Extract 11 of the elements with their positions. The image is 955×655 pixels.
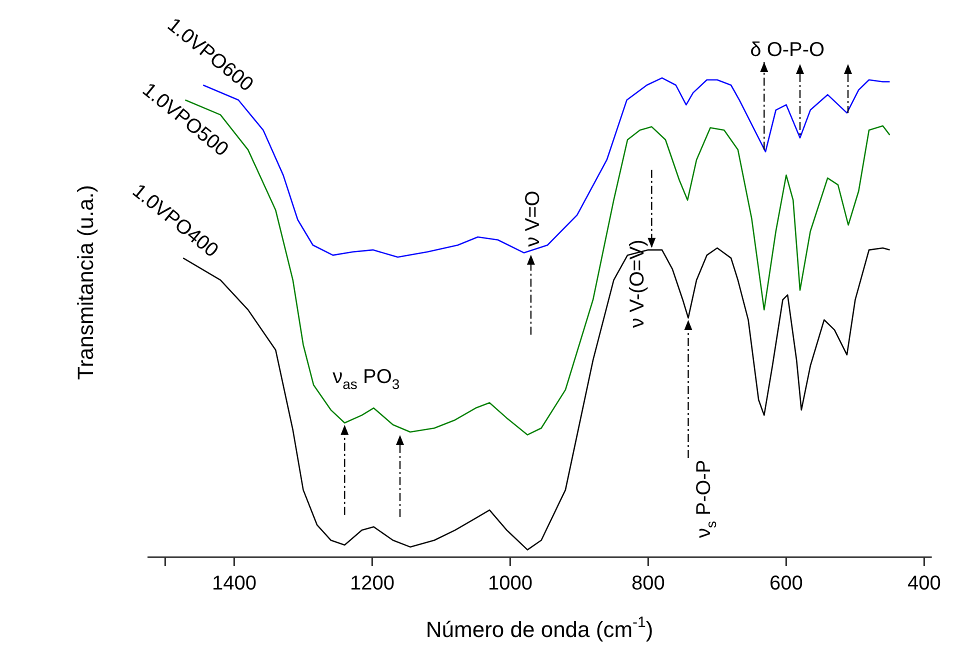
annotation: ν V=O (522, 190, 544, 247)
x-tick-label: 1000 (488, 572, 532, 595)
y-axis-title: Transmitancia (u.a.) (73, 185, 98, 380)
annotation: ν V-(O=V) (626, 240, 649, 328)
x-tick-label: 1200 (350, 572, 394, 595)
x-tick-label: 400 (908, 572, 941, 595)
x-tick-label: 600 (770, 572, 803, 595)
x-tick-label: 1400 (212, 572, 256, 595)
annotation: νs P-O-P (693, 460, 720, 538)
annotation: δ O-P-O (750, 39, 825, 61)
x-tick-label: 800 (632, 572, 665, 595)
